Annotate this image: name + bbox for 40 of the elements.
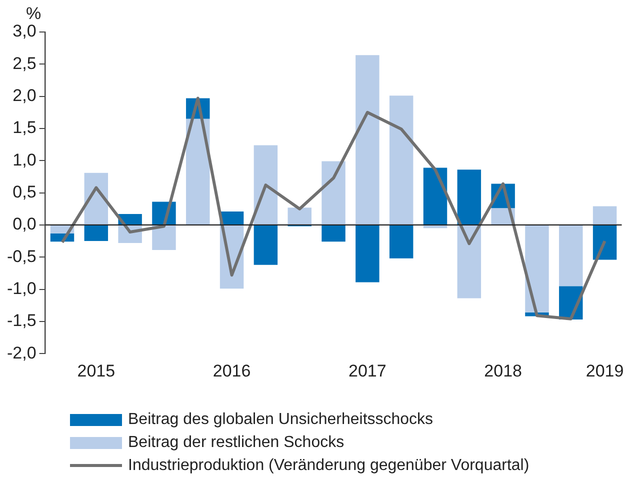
bar <box>254 225 278 265</box>
y-tick-label: 2,0 <box>12 86 36 106</box>
bar <box>389 225 414 258</box>
y-tick-label: -1,0 <box>6 278 36 298</box>
y-tick-label: 0,5 <box>12 182 36 202</box>
y-tick-label: 1,0 <box>12 150 36 170</box>
y-tick-label: -2,0 <box>6 343 36 362</box>
bar <box>592 225 617 260</box>
bar <box>559 225 583 286</box>
x-tick-label: 2016 <box>212 361 251 380</box>
y-tick-label: 1,5 <box>12 118 36 138</box>
bar <box>389 96 414 224</box>
x-tick-label: 2017 <box>348 361 386 380</box>
bar <box>525 225 549 312</box>
bar <box>288 208 312 224</box>
bar <box>152 225 176 250</box>
x-tick-label: 2015 <box>77 361 116 380</box>
x-tick-label: 2019 <box>586 361 624 380</box>
bar <box>592 206 617 224</box>
y-axis-title: % <box>26 4 42 24</box>
bar <box>356 55 380 224</box>
bar <box>254 145 278 224</box>
bar <box>84 225 108 242</box>
legend-label: Beitrag des globalen Unsicherheitsschocks <box>128 410 434 428</box>
y-tick-label: 3,0 <box>12 22 36 41</box>
bar <box>457 170 482 224</box>
bar <box>423 168 448 224</box>
y-tick-label: -0,5 <box>6 246 36 266</box>
legend-label: Industrieproduktion (Veränderung gegenüber Vorquartal) <box>128 456 530 474</box>
bar <box>186 118 210 224</box>
legend-label: Beitrag der restlichen Schocks <box>128 434 344 452</box>
y-tick-label: 2,5 <box>12 54 36 73</box>
bar <box>457 225 482 298</box>
y-tick-label: 0,0 <box>12 214 36 234</box>
x-tick-label: 2018 <box>484 361 522 380</box>
y-tick-label: -1,5 <box>6 311 36 330</box>
bar <box>322 161 346 224</box>
bar <box>356 225 380 282</box>
bar <box>423 225 448 228</box>
bar <box>322 225 346 242</box>
